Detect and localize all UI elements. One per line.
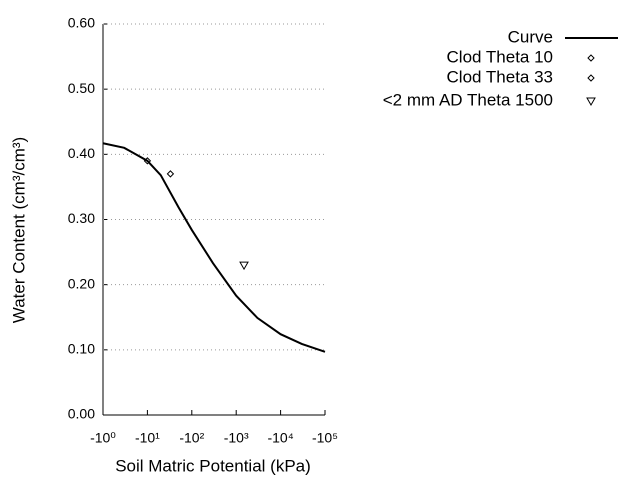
legend-label: Clod Theta 10 <box>447 47 553 66</box>
legend-swatch <box>586 97 596 107</box>
data-point <box>143 157 152 165</box>
data-point <box>239 261 249 271</box>
y-tick-label: 0.50 <box>68 80 95 96</box>
legend-label: Clod Theta 33 <box>447 67 553 86</box>
x-tick-label: -10⁵ <box>312 430 338 446</box>
y-axis-label: Water Content (cm³/cm³) <box>9 137 28 323</box>
legend-label: Curve <box>508 27 553 46</box>
legend-label: <2 mm AD Theta 1500 <box>383 90 553 109</box>
y-tick-label: 0.20 <box>68 275 95 291</box>
legend-swatch <box>587 74 595 82</box>
curve <box>102 142 326 353</box>
y-tick-label: 0.60 <box>68 15 95 31</box>
x-tick-label: -10⁴ <box>267 430 293 446</box>
y-tick-label: 0.10 <box>68 341 95 357</box>
x-tick-label: -10⁰ <box>90 430 116 446</box>
x-tick-label: -10³ <box>224 430 249 446</box>
data-point <box>166 170 175 178</box>
y-tick-label: 0.30 <box>68 210 95 226</box>
legend-swatch <box>587 54 595 62</box>
y-tick-label: 0.40 <box>68 145 95 161</box>
y-tick-label: 0.00 <box>68 406 95 422</box>
x-tick-label: -10¹ <box>135 430 160 446</box>
x-axis-label: Soil Matric Potential (kPa) <box>115 456 311 475</box>
x-tick-label: -10² <box>179 430 204 446</box>
